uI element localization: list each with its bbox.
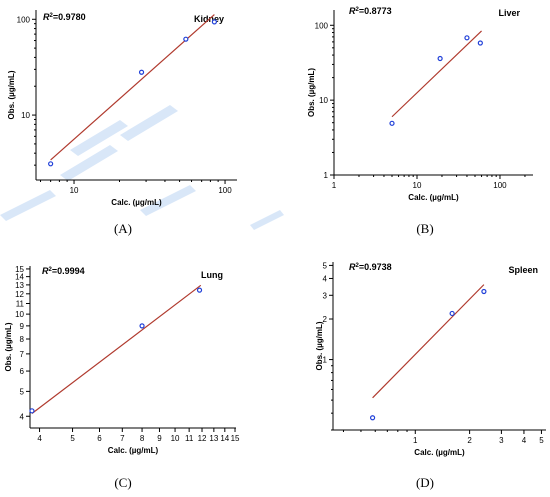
lung-fit-line	[31, 284, 202, 414]
lung-y-tick-label: 11	[16, 300, 25, 309]
spleen-data-point	[449, 310, 455, 317]
kidney-data-point	[211, 19, 217, 25]
lung-x-tick-label: 8	[140, 434, 145, 443]
liver-data-point	[464, 35, 470, 41]
lung-x-tick-label: 11	[185, 434, 194, 443]
lung-y-tick-label: 14	[15, 273, 24, 282]
lung-x-tick-label: 4	[37, 434, 42, 443]
liver-panel-letter: (B)	[416, 221, 433, 236]
kidney-panel: 10 100 10 100 Calc. (µg/mL) Obs. (µg/mL) R2=0.…	[7, 10, 237, 236]
spleen-y-tick-label: 3	[323, 291, 328, 300]
lung-y-tick-label: 10	[15, 310, 24, 319]
liver-data-point	[389, 120, 395, 126]
kidney-x-tick-label: 100	[218, 186, 232, 195]
watermark	[0, 105, 284, 230]
lung-panel: 4 5 6 7 8 9 10 11 12 13 14 15456789101112131415Calc…	[4, 265, 240, 490]
lung-y-tick-label: 7	[20, 350, 25, 359]
lung-x-tick-label: 14	[220, 434, 229, 443]
spleen-fit-line	[372, 284, 485, 399]
lung-y-tick-label: 13	[15, 281, 24, 290]
lung-panel-letter: (C)	[114, 475, 131, 490]
kidney-y-axis-label: Obs. (µg/mL)	[7, 70, 16, 119]
lung-r-squared: R2=0.9994	[42, 266, 85, 276]
lung-y-tick-label: 9	[20, 322, 25, 331]
kidney-data-point	[48, 161, 54, 167]
spleen-organ-label: Spleen	[508, 265, 538, 275]
spleen-y-tick-label: 5	[323, 261, 328, 270]
spleen-r-squared: R2=0.9738	[349, 262, 392, 272]
spleen-panel-letter: (D)	[416, 475, 434, 490]
lung-y-axis-label: Obs. (µg/mL)	[4, 322, 13, 371]
lung-y-tick-label: 4	[20, 412, 25, 421]
spleen-y-tick-label: 2	[323, 315, 328, 324]
liver-y-axis-label: Obs. (µg/mL)	[307, 68, 316, 117]
liver-x-tick-label: 1	[332, 181, 337, 190]
lung-x-tick-label: 12	[198, 434, 207, 443]
lung-data-point	[196, 287, 203, 293]
kidney-panel-letter: (A)	[114, 221, 132, 236]
liver-x-axis-label: Calc. (µg/mL)	[408, 193, 459, 202]
kidney-y-tick-label: 100	[17, 15, 31, 24]
liver-organ-label: Liver	[498, 8, 520, 18]
liver-x-tick-label: 100	[493, 181, 507, 190]
lung-y-tick-label: 5	[20, 387, 25, 396]
spleen-x-axis-label: Calc. (µg/mL)	[414, 448, 465, 457]
spleen-x-tick-label: 5	[539, 436, 544, 445]
lung-organ-label: Lung	[201, 270, 223, 280]
spleen-x-tick-label: 1	[413, 436, 418, 445]
lung-y-tick-label: 6	[20, 367, 25, 376]
lung-data-point	[29, 408, 35, 414]
liver-fit-line	[391, 30, 482, 118]
liver-x-tick-label: 10	[413, 181, 422, 190]
kidney-x-axis-label: Calc. (µg/mL)	[111, 198, 162, 207]
spleen-x-tick-label: 2	[467, 436, 472, 445]
lung-x-tick-label: 13	[209, 434, 218, 443]
liver-data-point	[437, 55, 443, 62]
lung-data-point	[139, 323, 145, 329]
lung-y-tick-label: 8	[20, 335, 25, 344]
spleen-y-tick-label: 4	[323, 274, 328, 283]
panels: 10 100 10 100 Calc. (µg/mL) Obs. (µg/mL) R2=0.…	[4, 6, 546, 490]
spleen-data-point	[369, 415, 376, 421]
spleen-x-tick-label: 3	[499, 436, 504, 445]
liver-data-point	[477, 40, 483, 46]
liver-y-tick-label: 1	[324, 171, 329, 180]
spleen-y-tick-label: 1	[323, 356, 328, 365]
kidney-x-tick-label: 10	[70, 186, 79, 195]
lung-x-tick-label: 7	[120, 434, 125, 443]
spleen-x-tick-label: 4	[522, 436, 527, 445]
lung-x-tick-label: 10	[171, 434, 180, 443]
liver-y-tick-label: 100	[315, 21, 329, 30]
spleen-data-point	[481, 288, 487, 295]
liver-y-tick-label: 10	[319, 96, 328, 105]
lung-y-tick-label: 12	[15, 290, 24, 299]
kidney-y-tick-label: 10	[21, 111, 30, 120]
kidney-r-squared: R2=0.9780	[43, 12, 86, 22]
liver-r-squared: R2=0.8773	[349, 6, 392, 16]
lung-x-tick-label: 6	[97, 434, 102, 443]
spleen-panel: 1 2 3 4 5 1 2 3 4 5 Calc. (µg/mL) Obs. (µg/mL) R2=0.…	[315, 261, 546, 490]
lung-x-tick-label: 15	[231, 434, 240, 443]
lung-y-tick-label: 15	[15, 265, 24, 274]
lung-x-tick-label: 5	[70, 434, 75, 443]
kidney-data-point	[138, 69, 145, 75]
kidney-data-point	[183, 36, 189, 42]
spleen-y-axis-label: Obs. (µg/mL)	[315, 321, 324, 370]
lung-x-tick-label: 9	[157, 434, 162, 443]
lung-x-axis-label: Calc. (µg/mL)	[108, 446, 159, 455]
liver-panel: 1 10 100 1 10 100 Calc. (µg/mL) Obs. (µg/mL) R2=…	[307, 6, 533, 236]
